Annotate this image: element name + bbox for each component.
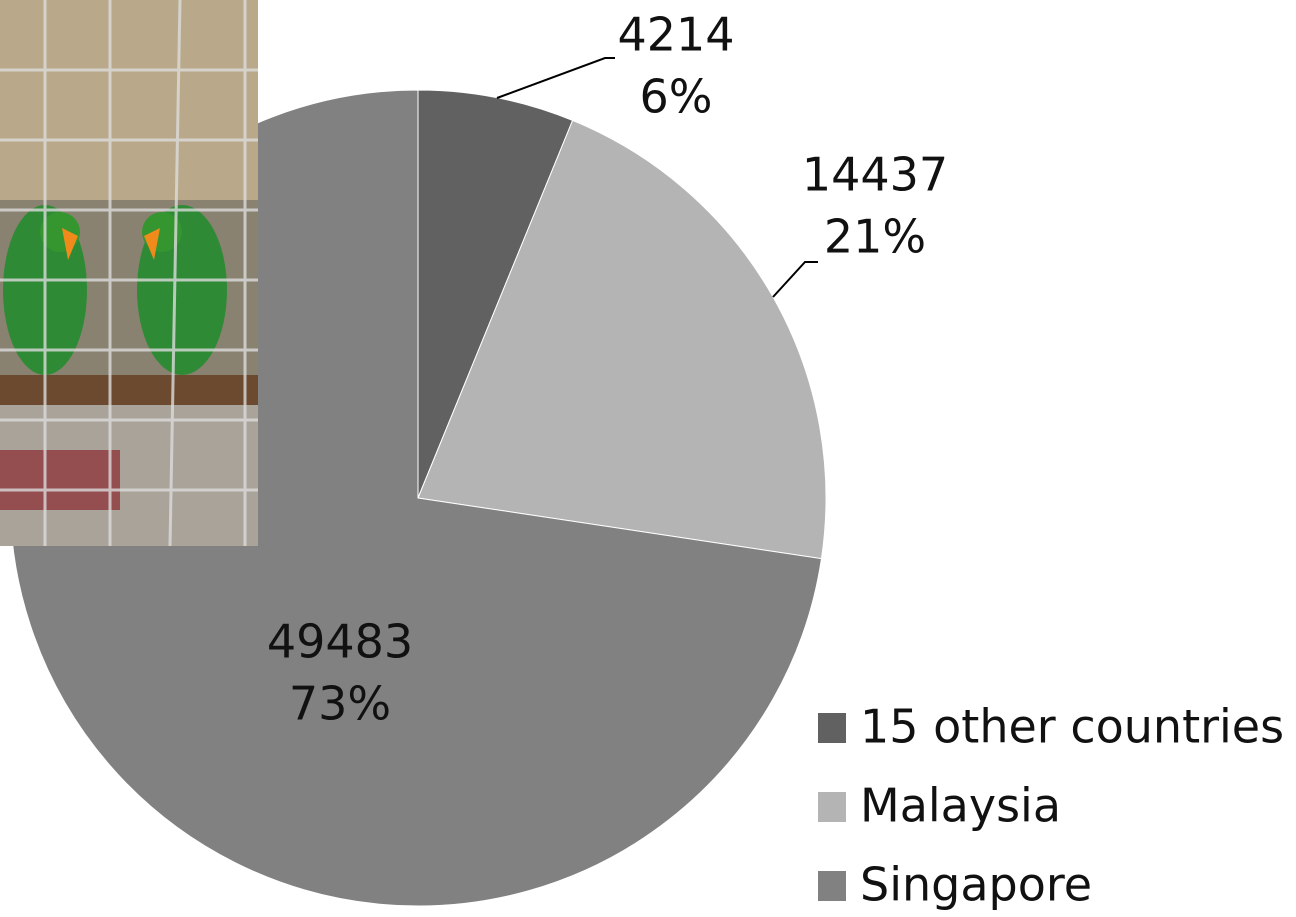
value-label: 14437 [802,148,948,202]
value-label: 4214 [617,8,734,62]
legend-label: 15 other countries [860,700,1284,754]
legend-label: Singapore [860,858,1092,912]
legend-swatch [818,713,846,743]
legend: 15 other countries Malaysia Singapore [818,700,1284,912]
leader-line [496,57,615,99]
data-labels: 4214 6% 14437 21% 49483 73% [267,8,948,731]
percent-label: 6% [640,70,713,124]
percent-label: 73% [289,677,391,731]
legend-swatch [818,871,846,901]
photo [0,0,258,547]
legend-swatch [818,792,846,822]
pie-slice [417,89,574,499]
value-label: 49483 [267,615,413,669]
leader-line [772,261,818,298]
legend-label: Malaysia [860,779,1061,833]
percent-label: 21% [824,210,926,264]
